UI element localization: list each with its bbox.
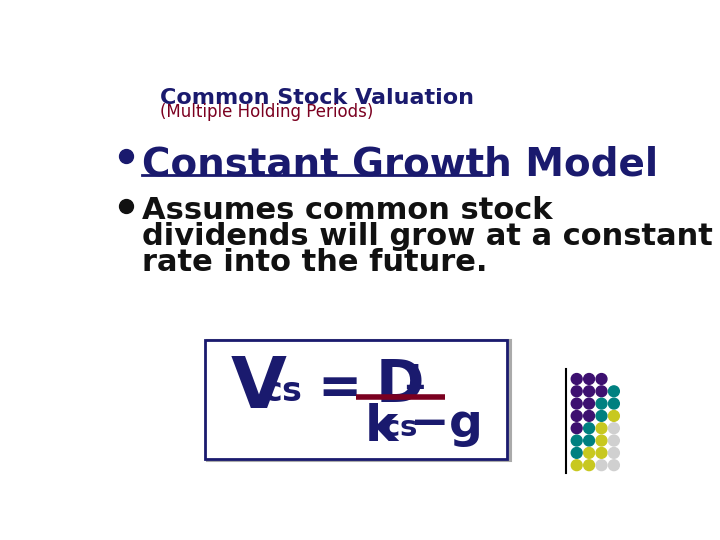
Text: Common Stock Valuation: Common Stock Valuation [160, 88, 474, 108]
Text: rate into the future.: rate into the future. [142, 248, 487, 277]
Text: $\mathbf{- g}$: $\mathbf{- g}$ [408, 404, 480, 449]
Text: $\mathbf{1}$: $\mathbf{1}$ [402, 363, 424, 396]
Circle shape [608, 435, 619, 446]
Circle shape [596, 460, 607, 470]
Text: $\mathbf{cs}$: $\mathbf{cs}$ [262, 375, 302, 408]
Text: $\mathbf{=}$: $\mathbf{=}$ [307, 361, 358, 413]
Circle shape [608, 460, 619, 470]
Circle shape [608, 398, 619, 409]
Circle shape [584, 460, 595, 470]
Circle shape [596, 448, 607, 458]
FancyBboxPatch shape [204, 340, 507, 459]
Text: $\mathbf{cs}$: $\mathbf{cs}$ [382, 414, 418, 442]
Circle shape [596, 386, 607, 397]
Circle shape [584, 374, 595, 384]
Text: $\mathbf{D}$: $\mathbf{D}$ [375, 357, 423, 414]
Circle shape [571, 448, 582, 458]
Circle shape [608, 448, 619, 458]
Circle shape [596, 374, 607, 384]
Circle shape [571, 423, 582, 434]
Circle shape [596, 398, 607, 409]
Circle shape [584, 398, 595, 409]
Text: $\mathbf{V}$: $\mathbf{V}$ [230, 354, 287, 422]
Circle shape [608, 386, 619, 397]
Circle shape [571, 374, 582, 384]
Circle shape [596, 410, 607, 421]
Circle shape [571, 410, 582, 421]
Circle shape [584, 448, 595, 458]
Text: (Multiple Holding Periods): (Multiple Holding Periods) [160, 103, 373, 122]
Circle shape [584, 423, 595, 434]
Text: dividends will grow at a constant: dividends will grow at a constant [142, 222, 713, 251]
FancyBboxPatch shape [207, 340, 510, 461]
Circle shape [608, 423, 619, 434]
Circle shape [608, 410, 619, 421]
Circle shape [571, 398, 582, 409]
Text: Constant Growth Model: Constant Growth Model [142, 146, 658, 184]
Circle shape [584, 410, 595, 421]
Circle shape [571, 386, 582, 397]
Circle shape [584, 386, 595, 397]
Circle shape [571, 435, 582, 446]
Circle shape [596, 435, 607, 446]
Text: Assumes common stock: Assumes common stock [142, 195, 552, 225]
Text: $\mathbf{k}$: $\mathbf{k}$ [364, 403, 400, 451]
Circle shape [596, 423, 607, 434]
Circle shape [584, 435, 595, 446]
Circle shape [571, 460, 582, 470]
